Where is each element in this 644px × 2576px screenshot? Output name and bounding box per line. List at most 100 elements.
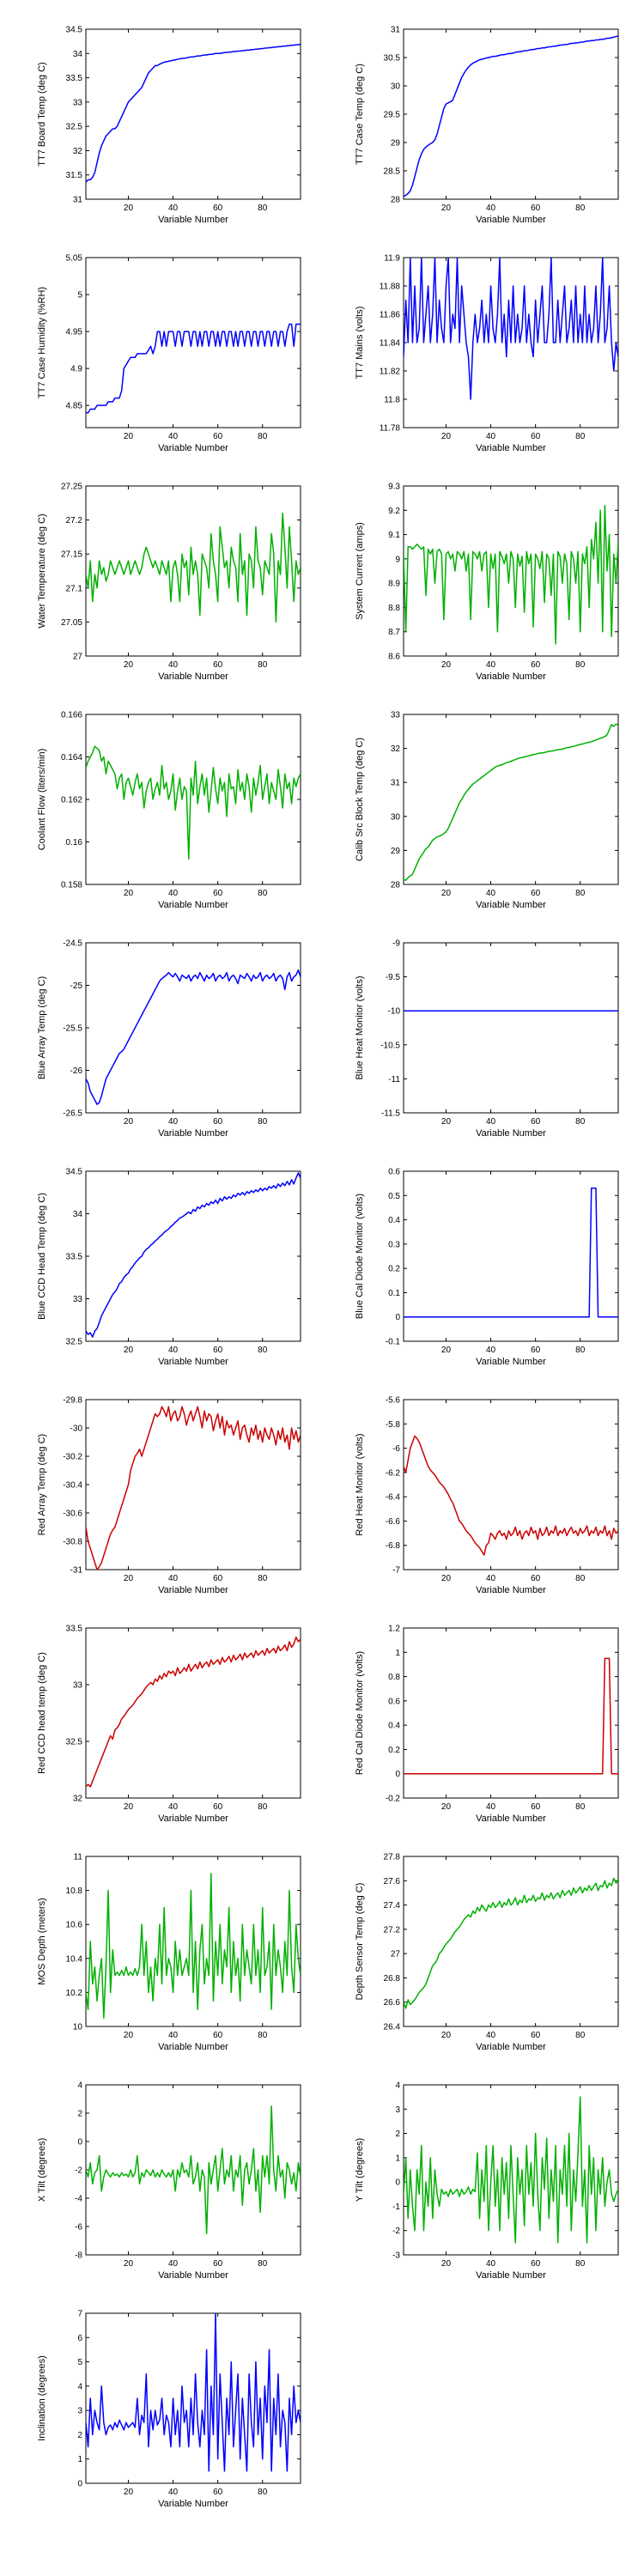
x-tick-label: 40 (168, 1802, 179, 1812)
chart-panel-18: 20 40 60 80 26.4 26.6 26.8 27 27.2 27.4 27.6 27.8 Va… (355, 1853, 619, 2052)
x-tick-label: 20 (124, 1346, 134, 1355)
x-tick-label: 20 (124, 204, 134, 213)
y-tick-label: 28.5 (384, 167, 401, 177)
y-tick-label: 30 (391, 812, 401, 822)
x-axis-label: Variable Number (476, 2270, 546, 2281)
y-tick-label: 8.9 (388, 580, 400, 589)
y-tick-label: -0.1 (386, 1338, 401, 1347)
y-tick-label: 29.5 (384, 111, 401, 120)
y-tick-label: 34 (73, 1210, 83, 1219)
y-tick-label: 27.25 (61, 483, 82, 492)
x-tick-label: 60 (531, 660, 541, 670)
chart-panel-17: 20 40 60 80 10 10.2 10.4 10.6 10.8 11 Variable Num… (37, 1853, 301, 2052)
y-axis-label: Inclination (degrees) (37, 2355, 47, 2441)
y-tick-label: 31 (391, 779, 401, 788)
y-tick-label: 0.162 (61, 796, 82, 805)
y-tick-label: 29 (391, 139, 401, 149)
y-tick-label: 33.5 (66, 1253, 83, 1262)
x-tick-label: 80 (575, 660, 586, 670)
x-axis-label: Variable Number (476, 1357, 546, 1367)
plot-frame (403, 1856, 619, 2027)
y-tick-label: 11.78 (380, 424, 401, 434)
x-tick-label: 80 (258, 2259, 268, 2269)
y-tick-label: 0.166 (61, 711, 82, 720)
y-tick-label: 27.1 (66, 584, 83, 593)
y-tick-label: 11.82 (380, 368, 401, 377)
y-tick-label: -0.2 (386, 1795, 401, 1804)
y-tick-label: 5 (77, 2358, 82, 2367)
y-axis-label: Coolant Flow (liters/min) (37, 749, 47, 851)
x-tick-label: 80 (575, 432, 586, 441)
y-tick-label: 0.16 (66, 838, 83, 848)
y-tick-label: 0.2 (388, 1265, 400, 1274)
y-tick-label: -2 (392, 2227, 400, 2236)
y-tick-label: 4 (77, 2382, 82, 2391)
x-tick-label: 60 (531, 2031, 541, 2040)
y-tick-label: -6.6 (386, 1517, 401, 1527)
y-tick-label: 11.84 (380, 339, 401, 349)
plot-frame (403, 714, 619, 885)
x-axis-label: Variable Number (476, 215, 546, 225)
series-line (86, 43, 301, 183)
x-tick-label: 20 (441, 204, 452, 213)
x-tick-label: 20 (441, 2259, 452, 2269)
y-tick-label: 11.9 (384, 254, 400, 264)
chart-panel-4: 20 40 60 80 11.78 11.8 11.82 11.84 11.86 11.88 11.… (355, 254, 619, 453)
y-tick-label: 27.4 (384, 1901, 401, 1911)
chart-panel-6: 20 40 60 80 8.6 8.7 8.8 8.9 9 9.1 9.2 9.3 Variable N… (355, 483, 619, 682)
y-tick-label: -2 (75, 2166, 82, 2176)
y-tick-label: -9 (392, 939, 400, 949)
y-tick-label: 9.2 (388, 507, 400, 516)
y-tick-label: 33.5 (66, 1625, 83, 1634)
y-tick-label: 0.4 (388, 1722, 400, 1731)
y-tick-label: -31 (70, 1566, 83, 1576)
y-tick-label: 10.6 (66, 1921, 83, 1930)
y-tick-label: 26.4 (384, 2023, 401, 2032)
chart-panel-2: 20 40 60 80 28 28.5 29 29.5 30 30.5 31 Variable Num… (355, 26, 619, 225)
y-tick-label: 34.5 (66, 1168, 83, 1177)
y-tick-label: 0.6 (388, 1697, 400, 1706)
y-tick-label: 0.158 (61, 881, 82, 890)
y-tick-label: -26.5 (63, 1109, 82, 1119)
chart-panel-20: 20 40 60 80 -3 -2 -1 0 1 2 3 4 Variable Number Y Tilt… (355, 2081, 619, 2281)
y-tick-label: 0 (395, 2178, 400, 2188)
series-line (86, 323, 301, 414)
x-tick-label: 60 (213, 1117, 223, 1127)
x-tick-label: 80 (258, 2488, 268, 2497)
x-axis-label: Variable Number (476, 900, 546, 910)
chart-panel-3: 20 40 60 80 4.85 4.9 4.95 5 5.05 Variable Number T… (37, 254, 301, 453)
x-tick-label: 20 (441, 1117, 452, 1127)
y-tick-label: 10 (73, 2023, 83, 2032)
y-tick-label: -24.5 (63, 939, 82, 949)
x-axis-label: Variable Number (158, 443, 228, 453)
y-tick-label: -29.8 (63, 1396, 82, 1406)
x-tick-label: 40 (486, 1574, 496, 1583)
y-axis-label: TT7 Case Temp (deg C) (355, 64, 365, 165)
y-axis-label: Blue Heat Monitor (volts) (355, 975, 365, 1079)
chart-panel-10: 20 40 60 80 -11.5 -11 -10.5 -10 -9.5 -9 Variable N… (355, 939, 619, 1139)
series-line (404, 35, 618, 197)
y-axis-label: Red CCD head temp (deg C) (37, 1652, 47, 1774)
x-axis-label: Variable Number (158, 2042, 228, 2052)
x-axis-label: Variable Number (476, 1585, 546, 1595)
x-tick-label: 40 (168, 1117, 179, 1127)
y-tick-label: -5.8 (386, 1420, 401, 1430)
y-tick-label: 33.5 (66, 74, 83, 83)
x-tick-label: 80 (575, 2031, 586, 2040)
y-tick-label: 5 (77, 291, 82, 301)
x-tick-label: 40 (486, 432, 496, 441)
x-tick-label: 80 (575, 1802, 586, 1812)
y-tick-label: 0.6 (388, 1168, 400, 1177)
y-tick-label: 0.8 (388, 1673, 400, 1682)
x-tick-label: 20 (441, 1574, 452, 1583)
y-tick-label: 32 (73, 147, 83, 156)
x-tick-label: 20 (441, 660, 452, 670)
x-tick-label: 60 (213, 889, 223, 898)
y-tick-label: 11.86 (380, 311, 401, 320)
y-tick-label: 32.5 (66, 1738, 83, 1747)
x-tick-label: 40 (486, 204, 496, 213)
x-tick-label: 80 (575, 1117, 586, 1127)
x-tick-label: 20 (441, 1802, 452, 1812)
plot-frame (85, 2312, 301, 2484)
y-tick-label: 0.4 (388, 1216, 400, 1225)
